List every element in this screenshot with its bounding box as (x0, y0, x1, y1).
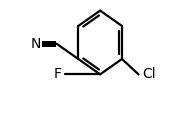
Text: Cl: Cl (142, 67, 156, 81)
Text: N: N (30, 37, 41, 51)
Text: F: F (54, 67, 62, 81)
